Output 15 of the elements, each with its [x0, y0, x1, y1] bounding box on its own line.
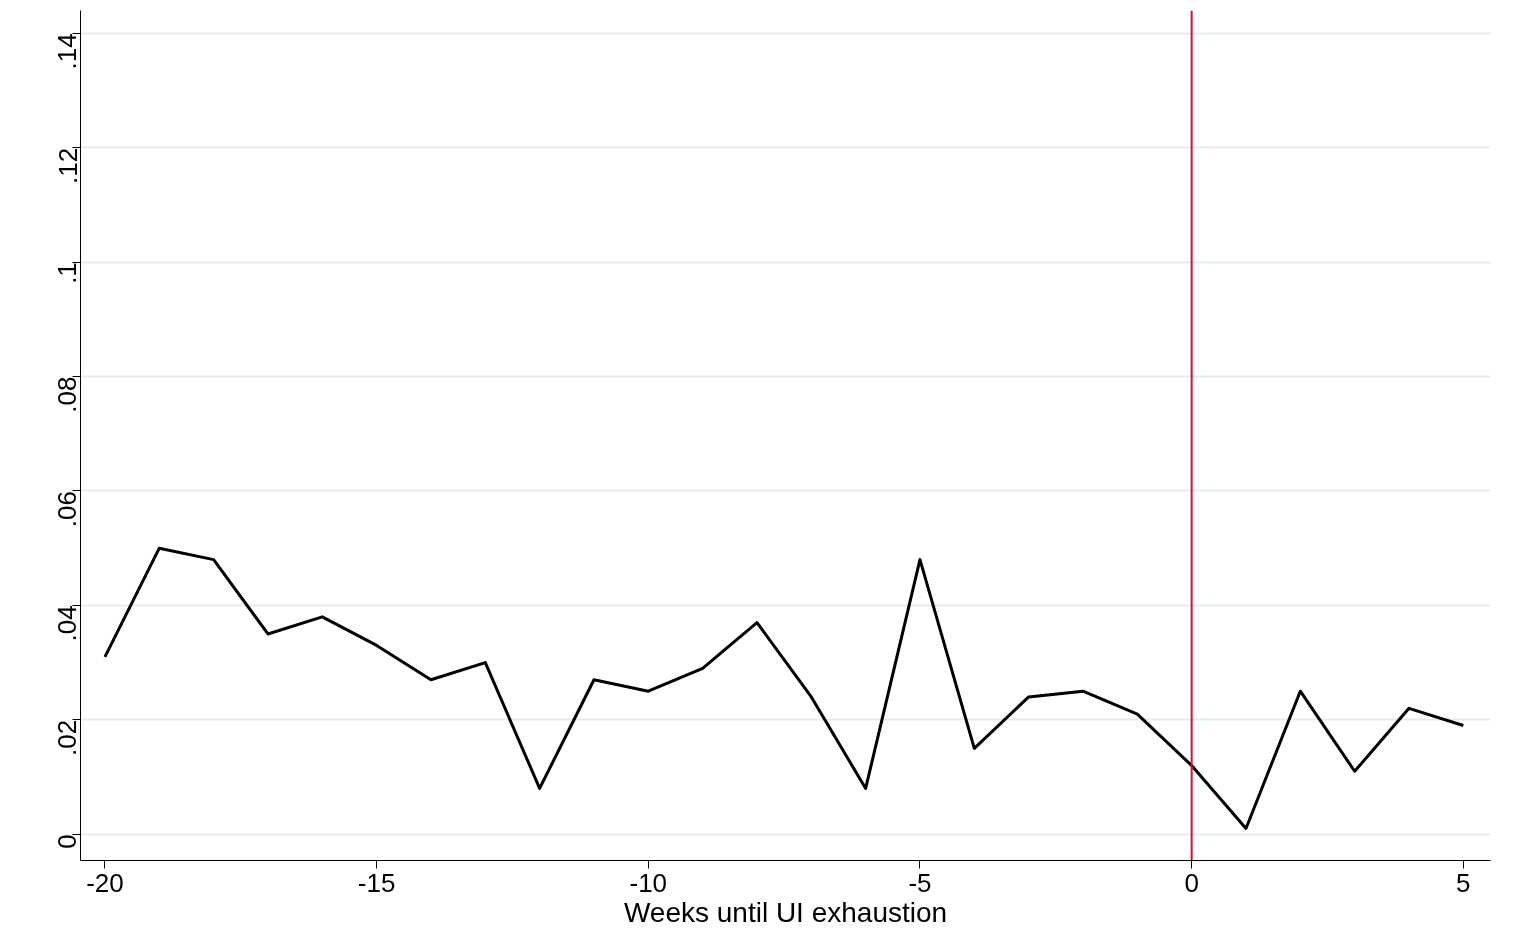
x-tick-label: -5	[908, 867, 932, 898]
y-tick-label: 0	[52, 834, 83, 849]
y-tick-label: .12	[52, 147, 83, 184]
y-tick-label: .06	[52, 490, 83, 528]
x-tick-label: -15	[357, 867, 396, 898]
y-tick-label: .02	[52, 719, 83, 756]
y-tick-label: .08	[52, 376, 83, 413]
x-tick-label: 5	[1456, 867, 1471, 898]
x-tick-label: -10	[629, 867, 668, 898]
x-tick-label: -20	[86, 867, 124, 898]
y-tick-label: .14	[52, 33, 83, 70]
y-tick-label: .04	[52, 605, 83, 642]
y-tick-label: .1	[52, 262, 83, 284]
x-axis-title: Weeks until UI exhaustion	[623, 896, 948, 928]
x-tick-label: 0	[1184, 867, 1199, 898]
